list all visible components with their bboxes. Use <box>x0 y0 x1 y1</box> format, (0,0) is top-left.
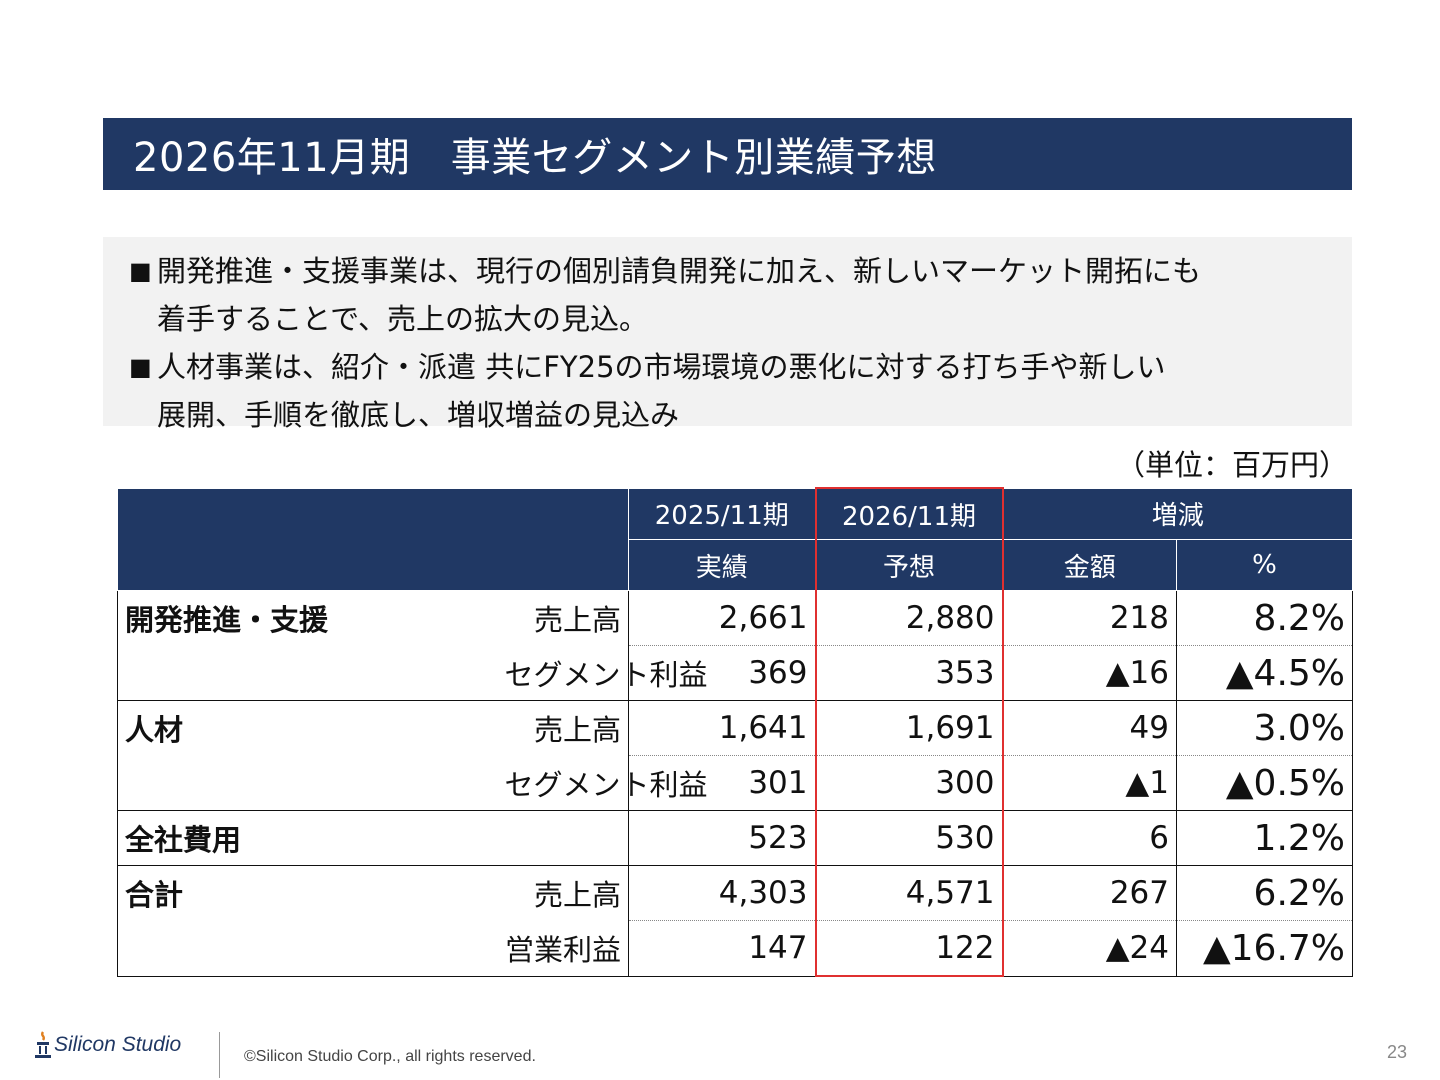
header-blank <box>117 487 629 591</box>
logo-tower-icon <box>35 1031 51 1058</box>
fy25-value: 1,641 <box>628 700 816 756</box>
summary-line: 人材事業は、紹介・派遣 共にFY25の市場環境の悪化に対する打ち手や新しい <box>157 350 1166 384</box>
summary-line: 展開、手順を徹底し、増収増益の見込み <box>157 398 680 432</box>
pct-value: ▲0.5% <box>1175 755 1354 811</box>
fy25-value: 4,303 <box>628 865 816 921</box>
summary-line: 着手することで、売上の拡大の見込。 <box>157 302 648 336</box>
segment-label <box>117 920 498 977</box>
summary-box: ■ 開発推進・支援事業は、現行の個別請負開発に加え、新しいマーケット開拓にも 着… <box>103 237 1352 432</box>
fy26-value: 353 <box>814 645 1004 701</box>
segment-label <box>117 755 498 811</box>
pct-value: ▲16.7% <box>1175 920 1354 977</box>
table-row: 全社費用 523 530 6 1.2% <box>117 810 1354 866</box>
title-bar: 2026年11月期 事業セグメント別業績予想 <box>103 118 1352 190</box>
segment-label: 人材 <box>117 700 498 756</box>
diff-value: ▲24 <box>1002 920 1177 977</box>
header-change: 増減 <box>1001 487 1354 540</box>
copyright-text: ©Silicon Studio Corp., all rights reserv… <box>244 1048 536 1065</box>
fy25-value: 147 <box>628 920 816 977</box>
pct-value: 1.2% <box>1175 810 1354 866</box>
fy26-value: 4,571 <box>814 865 1004 921</box>
header-percent: % <box>1175 539 1354 591</box>
table-row: セグメント利益 369 353 ▲16 ▲4.5% <box>117 645 1354 701</box>
pct-value: 8.2% <box>1175 590 1354 646</box>
header-fy26: 2026/11期 <box>814 487 1004 540</box>
table-row: 合計 売上高 4,303 4,571 267 6.2% <box>117 865 1354 921</box>
diff-value: ▲1 <box>1002 755 1177 811</box>
pct-value: ▲4.5% <box>1175 645 1354 701</box>
segment-forecast-table: 2025/11期 2026/11期 増減 実績 予想 金額 % 開発推進・支援 … <box>117 487 1354 977</box>
diff-value: 218 <box>1002 590 1177 646</box>
header-amount: 金額 <box>1002 539 1177 591</box>
table-row: 人材 売上高 1,641 1,691 49 3.0% <box>117 700 1354 756</box>
fy25-value: 523 <box>628 810 816 866</box>
fy25-value: 301 <box>628 755 816 811</box>
item-label <box>497 810 629 866</box>
diff-value: ▲16 <box>1002 645 1177 701</box>
fy25-value: 2,661 <box>628 590 816 646</box>
bullet-square-icon: ■ <box>129 257 152 285</box>
fy25-value: 369 <box>628 645 816 701</box>
fy26-value: 300 <box>814 755 1004 811</box>
footer-divider <box>219 1032 220 1078</box>
item-label: 売上高 <box>497 700 629 756</box>
segment-label: 全社費用 <box>117 810 498 866</box>
diff-value: 6 <box>1002 810 1177 866</box>
fy26-value: 122 <box>814 920 1004 977</box>
header-forecast: 予想 <box>814 539 1004 591</box>
unit-label: （単位：百万円） <box>1115 448 1348 482</box>
table-row: 営業利益 147 122 ▲24 ▲16.7% <box>117 920 1354 977</box>
logo-text: Silicon Studio <box>54 1033 182 1056</box>
table-row: セグメント利益 301 300 ▲1 ▲0.5% <box>117 755 1354 811</box>
pct-value: 3.0% <box>1175 700 1354 756</box>
summary-bullet: ■ 開発推進・支援事業は、現行の個別請負開発に加え、新しいマーケット開拓にも 着… <box>129 247 1332 343</box>
fy26-value: 2,880 <box>814 590 1004 646</box>
page-number: 23 <box>1386 1042 1407 1062</box>
summary-line: 開発推進・支援事業は、現行の個別請負開発に加え、新しいマーケット開拓にも <box>157 254 1202 288</box>
diff-value: 49 <box>1002 700 1177 756</box>
fy26-value: 530 <box>814 810 1004 866</box>
item-label: 営業利益 <box>497 920 629 977</box>
company-logo: Silicon Studio <box>32 1030 181 1060</box>
bullet-square-icon: ■ <box>129 353 152 381</box>
fy26-value: 1,691 <box>814 700 1004 756</box>
diff-value: 267 <box>1002 865 1177 921</box>
summary-bullet: ■ 人材事業は、紹介・派遣 共にFY25の市場環境の悪化に対する打ち手や新しい … <box>129 343 1332 439</box>
pct-value: 6.2% <box>1175 865 1354 921</box>
header-fy25: 2025/11期 <box>628 487 816 540</box>
segment-label: 開発推進・支援 <box>117 590 498 646</box>
item-label: 売上高 <box>497 590 629 646</box>
segment-label: 合計 <box>117 865 498 921</box>
header-actual: 実績 <box>628 539 816 591</box>
item-label: セグメント利益 <box>497 755 708 811</box>
item-label: 売上高 <box>497 865 629 921</box>
table-row: 開発推進・支援 売上高 2,661 2,880 218 8.2% <box>117 590 1354 646</box>
item-label: セグメント利益 <box>497 645 708 701</box>
segment-label <box>117 645 498 701</box>
page-title: 2026年11月期 事業セグメント別業績予想 <box>133 135 937 181</box>
